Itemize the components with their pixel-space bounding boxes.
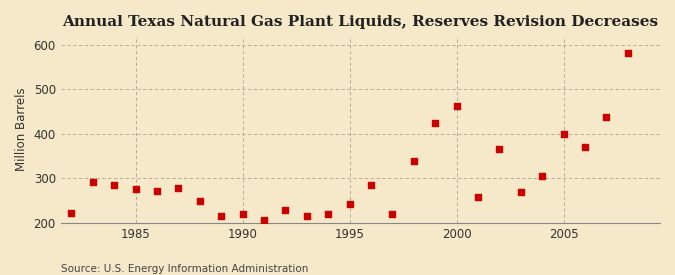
Point <box>280 207 291 212</box>
Point <box>130 187 141 192</box>
Point <box>259 218 269 222</box>
Point <box>173 186 184 190</box>
Point <box>408 158 419 163</box>
Point <box>66 211 77 215</box>
Y-axis label: Million Barrels: Million Barrels <box>15 87 28 171</box>
Point <box>109 183 119 188</box>
Text: Source: U.S. Energy Information Administration: Source: U.S. Energy Information Administ… <box>61 264 308 274</box>
Point <box>472 195 483 199</box>
Point <box>152 189 163 193</box>
Point <box>516 189 526 194</box>
Point <box>194 198 205 203</box>
Point <box>87 180 98 185</box>
Point <box>216 214 227 218</box>
Point <box>452 103 462 108</box>
Point <box>430 120 441 125</box>
Title: Annual Texas Natural Gas Plant Liquids, Reserves Revision Decreases: Annual Texas Natural Gas Plant Liquids, … <box>62 15 658 29</box>
Point <box>494 147 505 152</box>
Point <box>366 183 377 187</box>
Point <box>387 212 398 216</box>
Point <box>580 145 591 149</box>
Point <box>622 50 633 55</box>
Point <box>344 202 355 206</box>
Point <box>601 115 612 119</box>
Point <box>558 131 569 136</box>
Point <box>537 174 547 178</box>
Point <box>237 212 248 216</box>
Point <box>323 212 333 216</box>
Point <box>302 214 313 218</box>
